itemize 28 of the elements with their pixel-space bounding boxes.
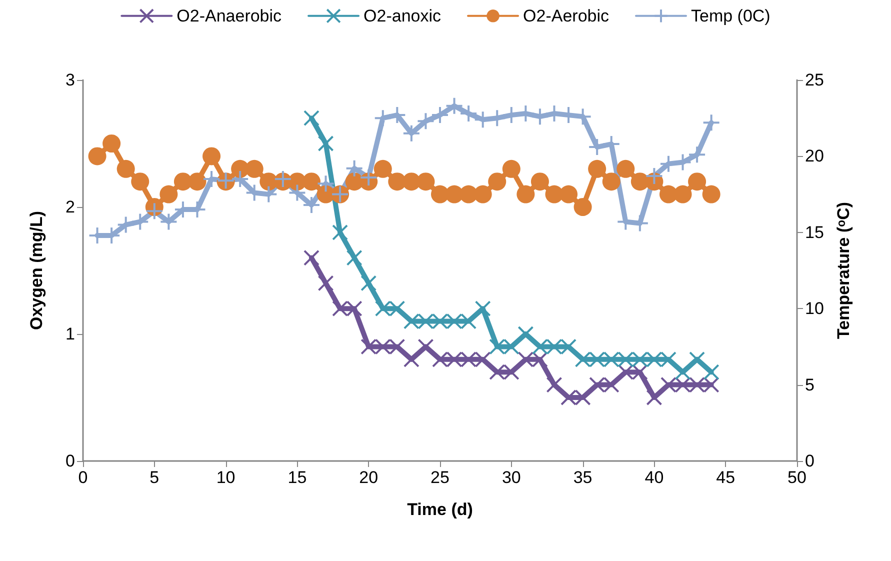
x-tick-label: 0 (78, 468, 88, 487)
y2-tick-label: 20 (805, 146, 824, 166)
x-tick-label: 40 (644, 468, 664, 487)
y-tick-label: 0 (66, 452, 75, 470)
y-tick-label: 3 (66, 70, 75, 90)
y2-tick-label: 25 (805, 70, 824, 90)
x-axis-title: Time (d) (407, 500, 473, 519)
y2-tick-label: 0 (805, 452, 814, 470)
y-tick-label: 1 (66, 324, 75, 344)
x-tick-label: 30 (502, 468, 521, 487)
y2-axis-title: Temperature (ᵒC) (834, 202, 853, 340)
legend-label: O2-anoxic (364, 6, 442, 26)
legend-label: O2-Anaerobic (176, 6, 282, 26)
y-axis-title: Oxygen (mg/L) (27, 210, 46, 330)
x-tick-label: 45 (716, 468, 736, 487)
x-tick-label: 20 (359, 468, 378, 487)
x-tick-label: 10 (216, 468, 236, 487)
x-tick-label: 5 (150, 468, 160, 487)
x-tick-label: 35 (573, 468, 592, 487)
y-tick-label: 2 (66, 198, 75, 216)
legend-label: Temp (0C) (691, 6, 770, 26)
x-tick-label: 50 (788, 468, 806, 487)
y2-tick-label: 5 (805, 375, 814, 394)
x-tick-label: 25 (430, 468, 450, 487)
legend-label: O2-Aerobic (523, 6, 610, 26)
x-tick-label: 15 (288, 468, 307, 487)
y2-tick-label: 15 (805, 222, 824, 242)
y2-tick-label: 10 (805, 299, 824, 318)
